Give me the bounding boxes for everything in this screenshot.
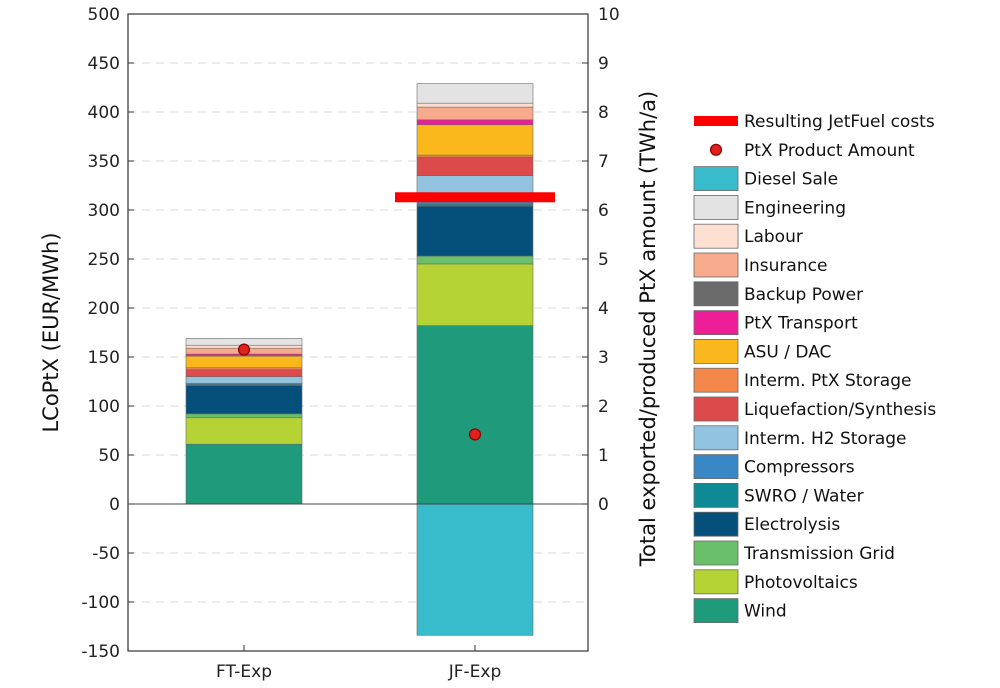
y-tick-label: 400 — [88, 103, 120, 123]
bar-segment — [416, 205, 534, 257]
legend-swatch — [693, 194, 739, 220]
left-axis: -150 -100 -50 0 50 100 150 200 250 300 350 400 450 50… — [81, 5, 134, 662]
ptx-amount-point — [468, 428, 482, 441]
legend-label: Engineering — [744, 198, 846, 218]
bar-segment — [416, 255, 534, 265]
x-tick-label: JF-Exp — [448, 662, 502, 682]
y-tick-label: -100 — [81, 593, 120, 613]
legend-swatch — [693, 310, 739, 336]
legend-swatch — [693, 223, 739, 249]
plot-frame — [127, 13, 589, 652]
y-tick-label: -150 — [81, 642, 120, 662]
legend-swatch — [693, 281, 739, 307]
legend-label: ASU / DAC — [744, 342, 831, 362]
legend-swatch — [693, 338, 739, 364]
y-right-tick-label: 2 — [598, 397, 609, 417]
y-tick-label: 350 — [88, 152, 120, 172]
legend-swatch — [693, 569, 739, 595]
jetfuel-cost-line — [395, 192, 555, 203]
bar-segment — [185, 369, 303, 377]
legend-swatch — [693, 252, 739, 278]
bar-segment — [185, 376, 303, 384]
legend-swatch — [693, 396, 739, 422]
bar-segment — [416, 503, 534, 636]
bar-segment — [185, 355, 303, 369]
bar-segment — [416, 156, 534, 177]
y-right-tick-label: 0 — [598, 495, 609, 515]
bar-segment — [185, 413, 303, 419]
bar-segment — [185, 417, 303, 445]
bars — [185, 83, 534, 636]
legend-swatch — [693, 482, 739, 508]
y-tick-label: 250 — [88, 250, 120, 270]
legend-swatch-ptx-amount — [709, 143, 723, 156]
y-tick-label: 150 — [88, 348, 120, 368]
y-right-tick-label: 6 — [598, 201, 609, 221]
legend-label: Photovoltaics — [744, 573, 858, 593]
legend-label: Backup Power — [744, 285, 863, 305]
y-right-tick-label: 5 — [598, 250, 609, 270]
bar-segment — [416, 119, 534, 126]
y-right-tick-label: 7 — [598, 152, 609, 172]
legend-label: Resulting JetFuel costs — [744, 112, 935, 132]
y-tick-label: 450 — [88, 54, 120, 74]
legend-label: PtX Product Amount — [744, 141, 915, 161]
y-right-tick-label: 10 — [598, 5, 620, 25]
y-tick-label: 50 — [98, 446, 120, 466]
legend: Resulting JetFuel costs PtX Product Amoun… — [693, 112, 936, 623]
y-right-tick-label: 1 — [598, 446, 609, 466]
legend-swatch — [693, 425, 739, 451]
legend-label: Interm. H2 Storage — [744, 429, 907, 449]
legend-swatch — [693, 511, 739, 537]
legend-swatch-jetfuel — [694, 116, 738, 126]
legend-label: Diesel Sale — [744, 170, 838, 190]
legend-swatch — [693, 454, 739, 480]
legend-label: Compressors — [744, 458, 855, 478]
y-right-tick-label: 4 — [598, 299, 609, 319]
y-tick-label: 0 — [109, 495, 120, 515]
bar-segment — [416, 263, 534, 326]
ptx-amount-point — [237, 343, 251, 356]
bar-segment — [416, 124, 534, 156]
legend-swatch — [693, 598, 739, 623]
legend-label: Labour — [744, 227, 803, 247]
y-tick-label: 300 — [88, 201, 120, 221]
bar-segment — [416, 83, 534, 104]
legend-label: Interm. PtX Storage — [744, 371, 911, 391]
legend-label: Electrolysis — [744, 515, 840, 535]
legend-swatch — [693, 540, 739, 566]
bar-segment — [416, 102, 534, 108]
y-right-tick-label: 8 — [598, 103, 609, 123]
y-right-tick-label: 9 — [598, 54, 609, 74]
bar-segment — [185, 385, 303, 415]
legend-label: SWRO / Water — [744, 486, 864, 506]
right-axis: 0 1 2 3 4 5 6 7 8 9 10 — [582, 5, 620, 515]
y-tick-label: -50 — [92, 544, 120, 564]
legend-swatch — [693, 166, 739, 192]
y-axis-title-left: LCoPtX (EUR/MWh) — [39, 232, 63, 432]
overlays — [237, 192, 555, 441]
y-right-tick-label: 3 — [598, 348, 609, 368]
legend-label: PtX Transport — [744, 314, 858, 334]
x-axis: FT-Exp JF-Exp — [216, 645, 501, 682]
bar-segment — [416, 106, 534, 121]
legend-label: Transmission Grid — [743, 544, 895, 564]
bar-segment — [185, 443, 303, 505]
bar-segment — [416, 325, 534, 505]
y-axis-title-right: Total exported/produced PtX amount (TWh/… — [636, 91, 660, 567]
legend-label: Liquefaction/Synthesis — [744, 400, 936, 420]
legend-label: Wind — [744, 602, 787, 622]
y-tick-label: 200 — [88, 299, 120, 319]
legend-swatch — [693, 367, 739, 393]
y-tick-label: 100 — [88, 397, 120, 417]
x-tick-label: FT-Exp — [216, 662, 272, 682]
legend-label: Insurance — [744, 256, 827, 276]
y-tick-label: 500 — [88, 5, 120, 25]
